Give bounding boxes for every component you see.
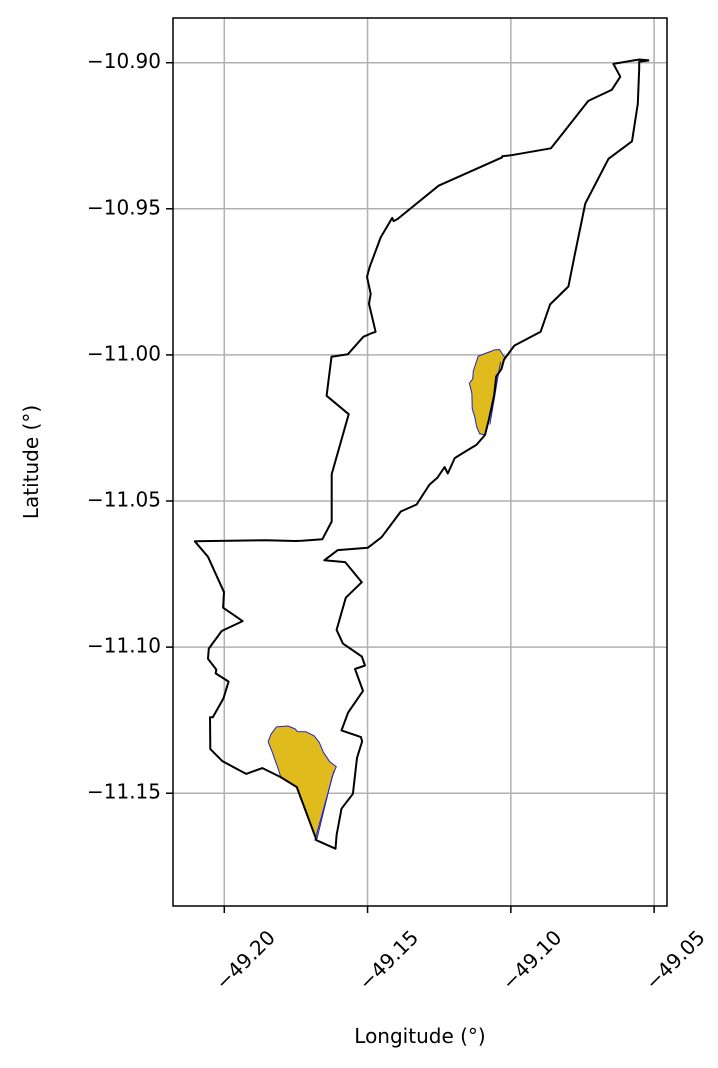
highlight-patch-1 <box>267 725 337 841</box>
y-axis-title: Latitude (°) <box>19 405 43 519</box>
y-tick-label-5: −11.15 <box>87 780 161 804</box>
grid-lines <box>173 18 667 906</box>
y-tick-label-4: −11.10 <box>87 634 161 658</box>
x-axis-title: Longitude (°) <box>354 1024 485 1048</box>
y-tick-label-2: −11.00 <box>87 341 161 365</box>
y-tick-label-3: −11.05 <box>87 488 161 512</box>
x-tick-label-0: −49.20 <box>211 925 280 994</box>
x-tick-label-2: −49.10 <box>497 925 566 994</box>
x-tick-label-1: −49.15 <box>354 925 423 994</box>
y-tick-label-0: −10.90 <box>87 49 161 73</box>
y-axis-ticks: −10.90 −10.95 −11.00 −11.05 −11.10 −11.15 <box>87 49 173 804</box>
boundary-layer <box>193 58 650 850</box>
highlight-patches <box>267 349 506 841</box>
plot-frame <box>172 17 668 907</box>
x-tick-label-3: −49.05 <box>640 925 709 994</box>
x-axis-ticks: −49.20 −49.15 −49.10 −49.05 <box>211 906 710 995</box>
region-boundary <box>193 58 650 850</box>
y-tick-label-1: −10.95 <box>87 195 161 219</box>
patch-divider-line-1 <box>314 770 335 841</box>
